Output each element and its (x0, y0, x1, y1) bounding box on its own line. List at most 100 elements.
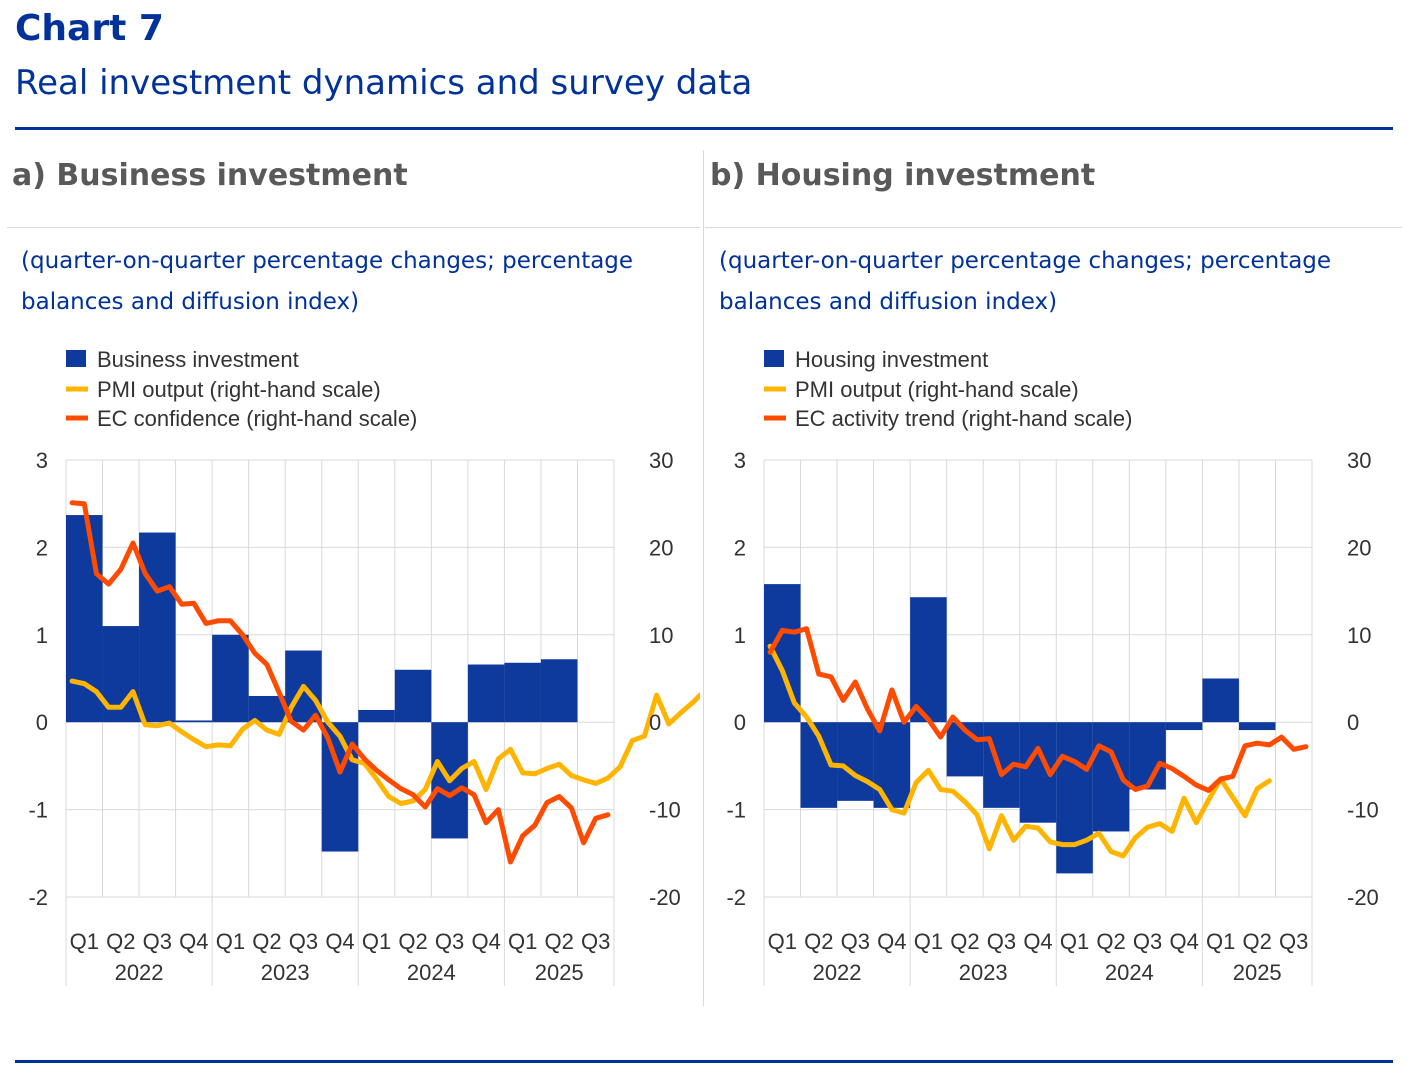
bar (837, 722, 874, 801)
quarter-tick-label: Q2 (106, 929, 135, 954)
quarter-tick-label: Q3 (289, 929, 318, 954)
bar (212, 634, 249, 723)
left-axis-tick-label: -1 (726, 798, 746, 823)
bar (1202, 678, 1239, 723)
left-axis-tick-label: 1 (734, 623, 746, 648)
quarter-tick-label: Q2 (1096, 929, 1125, 954)
bar (540, 659, 578, 723)
bar (1165, 722, 1203, 731)
quarter-tick-label: Q1 (70, 929, 99, 954)
quarter-tick-label: Q2 (1243, 929, 1272, 954)
right-axis-tick-label: 0 (1347, 710, 1359, 735)
legend-swatch-bar (764, 350, 784, 367)
year-tick-label: 2025 (535, 960, 584, 985)
right-axis-tick-label: -20 (649, 885, 681, 910)
quarter-tick-label: Q2 (398, 929, 427, 954)
bar (394, 669, 432, 723)
right-axis-tick-label: 10 (649, 623, 673, 648)
left-axis-tick-label: 2 (734, 535, 746, 560)
bar (910, 597, 947, 723)
quarter-tick-label: Q2 (545, 929, 574, 954)
legend-label: PMI output (right-hand scale) (97, 377, 381, 402)
quarter-tick-label: Q4 (877, 929, 906, 954)
legend-label: EC activity trend (right-hand scale) (795, 406, 1132, 431)
right-axis-tick-label: -10 (649, 798, 681, 823)
quarter-tick-label: Q2 (804, 929, 833, 954)
series-line (69, 500, 611, 865)
bar (248, 695, 286, 723)
quarter-tick-label: Q3 (841, 929, 870, 954)
quarter-tick-label: Q1 (1060, 929, 1089, 954)
quarter-tick-label: Q1 (508, 929, 537, 954)
legend-label: Business investment (97, 347, 299, 372)
bar (873, 722, 911, 808)
quarter-tick-label: Q3 (581, 929, 610, 954)
quarter-tick-label: Q3 (1133, 929, 1162, 954)
chart-title: Real investment dynamics and survey data (15, 63, 753, 103)
quarter-tick-label: Q2 (950, 929, 979, 954)
right-axis-tick-label: 20 (1347, 535, 1371, 560)
year-tick-label: 2023 (959, 960, 1008, 985)
quarter-tick-label: Q3 (987, 929, 1016, 954)
quarter-tick-label: Q1 (216, 929, 245, 954)
bar (139, 532, 176, 723)
quarter-tick-label: Q3 (435, 929, 464, 954)
year-tick-label: 2025 (1233, 960, 1282, 985)
panel-b-title: b) Housing investment (710, 158, 1096, 193)
left-axis-tick-label: 0 (36, 710, 48, 735)
panel-b-subtitle: (quarter-on-quarter percentage changes; … (719, 248, 1332, 315)
chart-label: Chart 7 (15, 8, 164, 49)
left-axis-tick-label: 0 (734, 710, 746, 735)
panel-separator (703, 150, 704, 1006)
bar (1238, 722, 1276, 731)
series-line (69, 678, 700, 806)
panel-b-header-rule (705, 227, 1402, 228)
quarter-tick-label: Q3 (143, 929, 172, 954)
bar (358, 709, 395, 723)
bar (1129, 722, 1166, 790)
bottom-rule (15, 1060, 1393, 1063)
left-axis-tick-label: 3 (36, 448, 48, 473)
quarter-tick-label: Q1 (362, 929, 391, 954)
right-axis-tick-label: -20 (1347, 885, 1379, 910)
panel-a-header-rule (7, 227, 700, 228)
left-axis-tick-label: 1 (36, 623, 48, 648)
left-axis-tick-label: 2 (36, 535, 48, 560)
housing-investment-chart: Housing investment PMI output (right-hand… (726, 347, 1379, 986)
top-rule (15, 127, 1393, 130)
series-line (767, 626, 1309, 793)
left-axis-tick-label: -2 (726, 885, 746, 910)
left-axis-tick-label: -2 (28, 885, 48, 910)
quarter-tick-label: Q3 (1279, 929, 1308, 954)
quarter-tick-label: Q2 (252, 929, 281, 954)
legend-swatch-bar (66, 350, 86, 367)
year-tick-label: 2022 (115, 960, 164, 985)
right-axis-tick-label: 20 (649, 535, 673, 560)
legend-label: EC confidence (right-hand scale) (97, 406, 417, 431)
left-axis-tick-label: -1 (28, 798, 48, 823)
panel-a-title: a) Business investment (12, 158, 408, 193)
bar (504, 662, 541, 723)
bar (175, 720, 213, 723)
quarter-tick-label: Q4 (1169, 929, 1198, 954)
year-tick-label: 2024 (407, 960, 456, 985)
right-axis-tick-label: 0 (649, 710, 661, 735)
right-axis-tick-label: 30 (1347, 448, 1371, 473)
year-tick-label: 2022 (813, 960, 862, 985)
right-axis-tick-label: -10 (1347, 798, 1379, 823)
right-axis-tick-label: 30 (649, 448, 673, 473)
bar (1056, 722, 1093, 874)
quarter-tick-label: Q4 (325, 929, 354, 954)
right-axis-tick-label: 10 (1347, 623, 1371, 648)
quarter-tick-label: Q4 (179, 929, 208, 954)
quarter-tick-label: Q1 (914, 929, 943, 954)
legend-label: PMI output (right-hand scale) (795, 377, 1079, 402)
quarter-tick-label: Q4 (471, 929, 500, 954)
year-tick-label: 2023 (261, 960, 310, 985)
bar (467, 664, 505, 723)
series-line (767, 643, 1272, 859)
business-investment-chart: Business investment PMI output (right-han… (28, 347, 700, 986)
quarter-tick-label: Q4 (1023, 929, 1052, 954)
quarter-tick-label: Q1 (1206, 929, 1235, 954)
left-axis-tick-label: 3 (734, 448, 746, 473)
